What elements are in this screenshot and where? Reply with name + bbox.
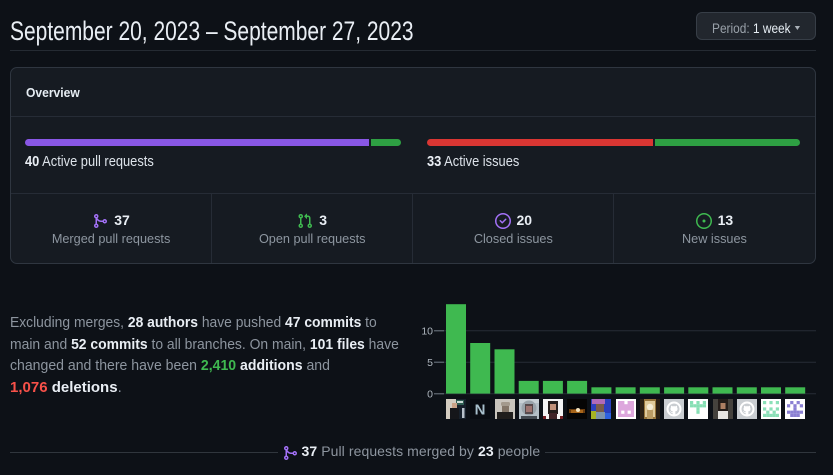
- svg-text:N: N: [475, 401, 486, 418]
